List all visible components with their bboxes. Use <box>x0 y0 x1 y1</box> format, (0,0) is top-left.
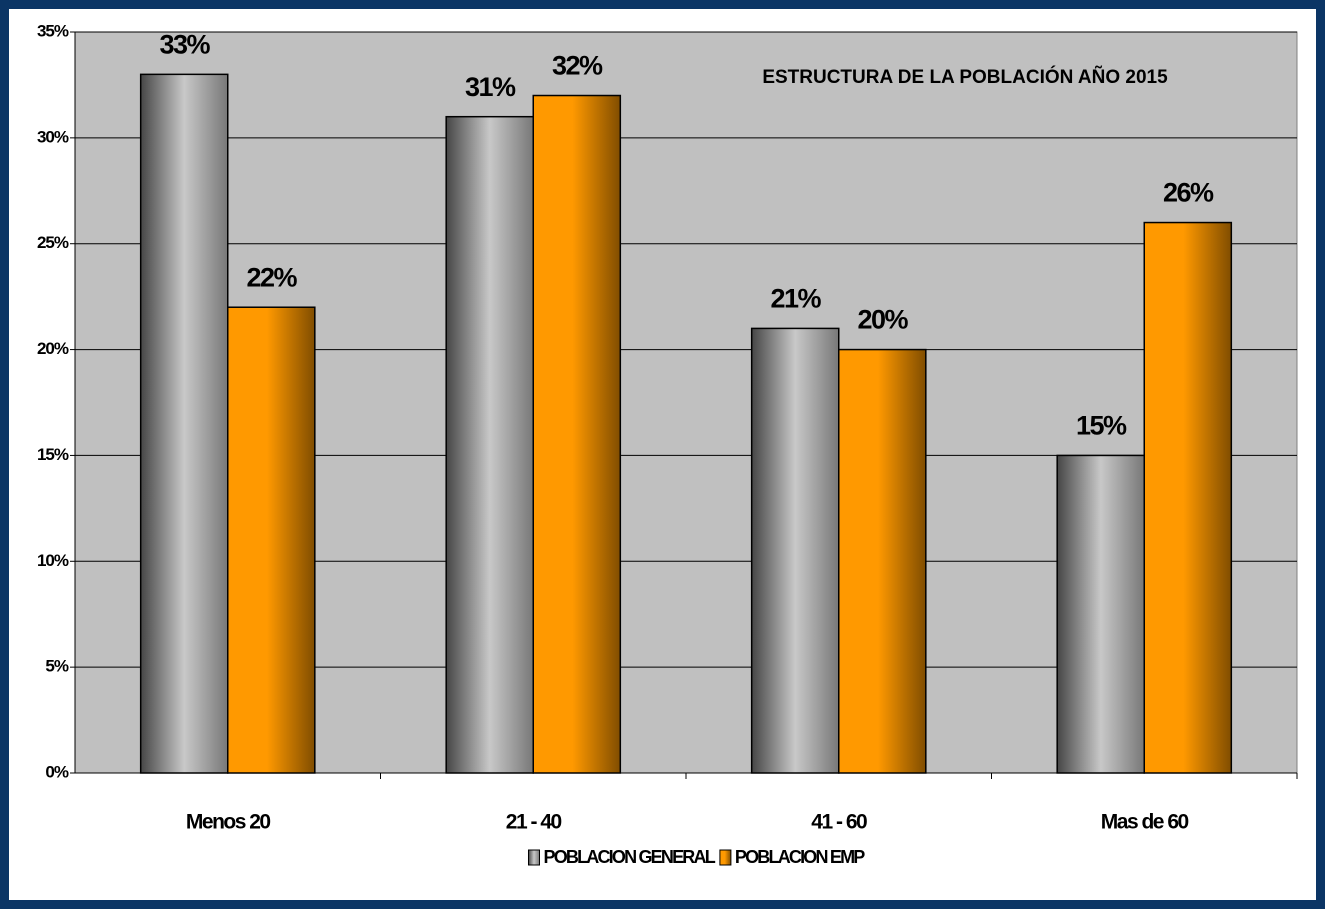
data-label: 31% <box>465 72 516 102</box>
y-tick-label: 10% <box>37 551 69 570</box>
bar <box>750 327 840 774</box>
bar <box>139 73 229 774</box>
bar <box>532 94 622 774</box>
data-label: 26% <box>1163 178 1214 208</box>
y-tick-label: 15% <box>37 445 69 464</box>
legend-label: POBLACION GENERAL <box>543 847 715 867</box>
bar <box>1056 454 1145 774</box>
y-tick-label: 0% <box>45 762 68 781</box>
data-label: 32% <box>552 51 603 81</box>
x-tick-label: Mas de 60 <box>1101 811 1189 834</box>
data-label: 33% <box>159 29 210 59</box>
y-tick-label: 35% <box>37 21 69 40</box>
y-tick-label: 30% <box>37 127 69 146</box>
data-label: 15% <box>1076 411 1127 441</box>
data-label: 20% <box>858 305 909 335</box>
x-tick-label: Menos 20 <box>186 811 271 834</box>
x-tick-label: 21 - 40 <box>506 811 562 834</box>
legend-label: POBLACION EMP <box>735 847 865 867</box>
y-tick-label: 25% <box>37 233 69 252</box>
y-tick-label: 5% <box>45 657 68 676</box>
data-label: 22% <box>247 262 298 292</box>
data-label: 21% <box>770 284 821 314</box>
x-tick-label: 41 - 60 <box>811 811 867 834</box>
legend-swatch <box>719 849 732 866</box>
legend-swatch <box>527 849 540 866</box>
bar <box>838 348 927 774</box>
y-tick-label: 20% <box>37 339 69 358</box>
bar <box>445 115 534 774</box>
chart-title: ESTRUCTURA DE LA POBLACIÓN AÑO 2015 <box>762 66 1168 88</box>
bar <box>1143 221 1233 774</box>
bar <box>227 306 316 774</box>
